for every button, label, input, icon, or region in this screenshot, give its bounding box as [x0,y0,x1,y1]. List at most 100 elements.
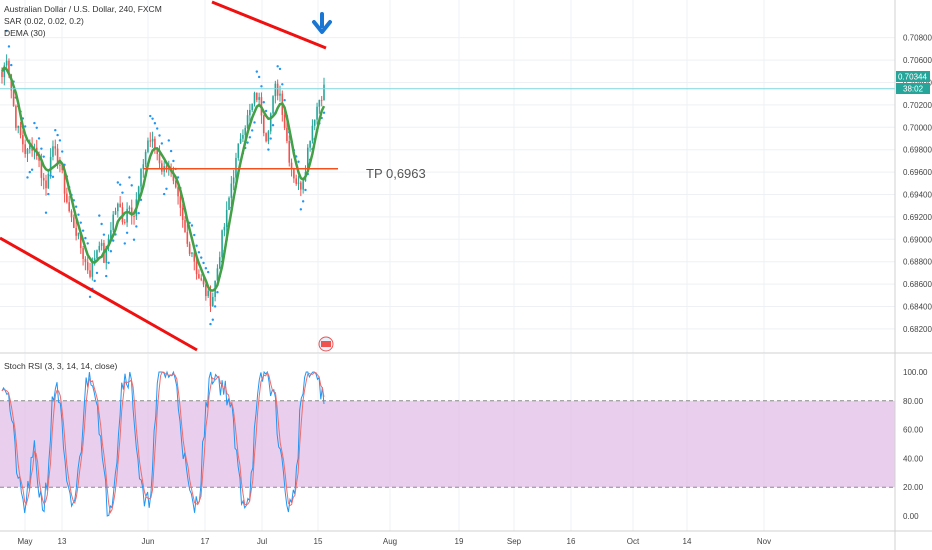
legend-dema[interactable]: DEMA (30) [4,28,46,38]
candle-body [96,250,98,259]
sar-dot [281,83,284,86]
legend-rsi[interactable]: Stoch RSI (3, 3, 14, 14, close) [4,361,118,371]
sar-dot [79,221,82,224]
candle-body [68,202,70,212]
candle-body [290,162,293,169]
sar-dot [49,174,52,177]
time-tick-label: 14 [683,537,692,546]
sar-dot [86,242,89,245]
sar-dot [193,233,196,237]
candle-body [79,232,82,249]
candle-body [207,290,209,297]
sar-dot [95,271,99,275]
candle-body [177,187,179,197]
candle-body [126,208,128,223]
sar-dot [10,63,13,67]
candle-body [216,268,219,281]
price-tick-label: 0.68200 [903,325,932,334]
sar-dot [176,176,180,179]
candle-body [28,145,31,150]
trendline-upper [211,0,327,50]
rsi-axis[interactable]: 100.00 80.00 60.00 40.00 20.00 0.00 [903,368,928,521]
sar-dot [56,133,59,137]
sar-dot [44,211,48,214]
rsi-band [0,400,895,488]
sar-dot [257,75,261,79]
time-tick-label: 19 [455,537,464,546]
sar-dot [297,160,300,163]
price-badge-value: 0.70344 [898,73,927,82]
candle-body [172,172,175,181]
sar-dot [28,170,31,174]
legend-sar[interactable]: SAR (0.02, 0.02, 0.2) [4,16,84,26]
candle-body [56,148,59,165]
candle-body [123,222,126,224]
sar-dot [255,70,259,73]
rsi-tick-label: 100.00 [903,368,928,377]
event-flag-icon[interactable] [318,336,334,352]
legend-symbol[interactable]: Australian Dollar / U.S. Dollar, 240, FX… [4,4,162,14]
candle-body [5,60,8,66]
sar-dot [246,141,249,144]
sar-dot [42,155,45,158]
candle-body [186,232,189,244]
time-axis[interactable]: May 13 Jun 17 Jul 15 Aug 19 Sep 16 Oct 14 Nov [17,537,771,546]
candle-body [45,180,47,189]
sar-dot [160,142,164,145]
candle-body [191,252,193,254]
sar-dot [262,101,265,104]
candle-body [202,279,205,285]
sar-dot [135,225,138,228]
price-tick-label: 0.69000 [903,235,932,244]
candle-body [151,138,154,142]
sar-dot [109,250,113,253]
candle-body [283,114,286,128]
price-tick-label: 0.70400 [903,78,932,87]
sar-dot [158,134,161,137]
sar-dot [100,222,103,226]
candle-body [100,242,103,246]
sar-dot [149,114,152,118]
candle-body [17,125,20,128]
sar-dot [278,67,282,71]
candle-body [225,209,228,227]
dema-line [0,65,326,292]
candle-body [26,149,29,154]
candle-body [244,127,247,136]
sar-dot [54,129,57,132]
price-tick-label: 0.68400 [903,303,932,312]
candle-body [237,143,240,158]
rsi-tick-label: 80.00 [903,397,924,406]
candle-body [142,164,145,170]
candle-body [15,106,17,128]
candle-body [300,182,302,190]
candle-body [40,160,43,178]
candle-body [309,140,311,148]
price-tick-label: 0.68800 [903,258,932,267]
candle-body [47,173,50,189]
candle-body [181,207,184,220]
candle-body [117,203,119,212]
candle-body [230,183,233,198]
candle-body [293,168,295,179]
candle-body [267,131,270,142]
sar-dot [301,200,305,203]
sar-dot [271,124,275,127]
candle-body [110,230,112,239]
candle-body [198,274,200,279]
candle-body [258,97,260,100]
sar-dot [153,122,157,125]
sar-dot [111,239,115,242]
arrow-down-icon [312,12,332,34]
sar-dot [84,236,87,240]
price-badge [896,71,930,82]
candle-body [156,148,159,155]
price-axis[interactable]: 0.70800 0.70600 0.70400 0.70200 0.70000 0.698… [903,34,932,334]
sar-series [5,29,326,326]
candle-body [251,103,253,111]
sar-dot [209,322,212,326]
candle-body [22,135,24,145]
sar-dot [190,224,194,227]
sar-dot [269,137,272,140]
sar-dot [195,244,198,247]
